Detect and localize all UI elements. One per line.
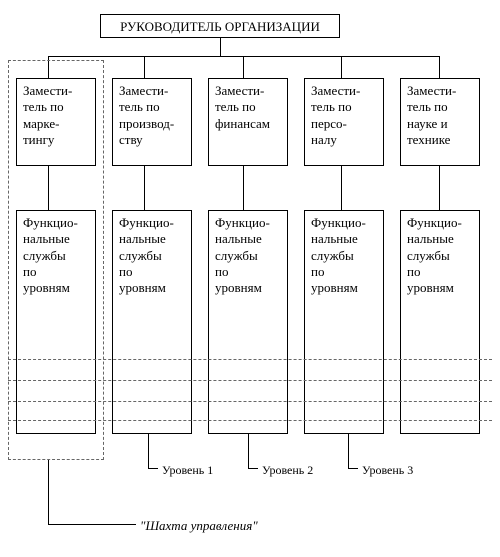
connector [248,434,249,468]
connector [341,166,342,210]
connector [243,56,244,78]
deputy-box-1: Замести- тель по марке- тингу [16,78,96,166]
deputy-box-4: Замести- тель по персо- налу [304,78,384,166]
level-3-label: Уровень 3 [362,463,413,478]
org-head-box: РУКОВОДИТЕЛЬ ОРГАНИЗАЦИИ [100,14,340,38]
level-divider [8,380,492,381]
deputy-box-5: Замести- тель по науке и технике [400,78,480,166]
level-divider [8,401,492,402]
connector [144,56,145,78]
connector [243,166,244,210]
connector [48,56,49,78]
management-shaft-label: "Шахта управления" [140,518,258,534]
connector [248,468,258,469]
connector-bus [48,56,440,57]
connector [48,166,49,210]
connector [220,38,221,56]
connector [48,524,136,525]
deputy-box-3: Замести- тель по финансам [208,78,288,166]
connector [48,460,49,524]
connector [348,434,349,468]
level-divider [8,420,492,421]
connector [341,56,342,78]
connector [148,468,158,469]
connector [144,166,145,210]
connector [148,434,149,468]
connector [348,468,358,469]
level-1-label: Уровень 1 [162,463,213,478]
connector [439,56,440,78]
level-2-label: Уровень 2 [262,463,313,478]
connector [439,166,440,210]
level-divider [8,359,492,360]
deputy-box-2: Замести- тель по производ- ству [112,78,192,166]
